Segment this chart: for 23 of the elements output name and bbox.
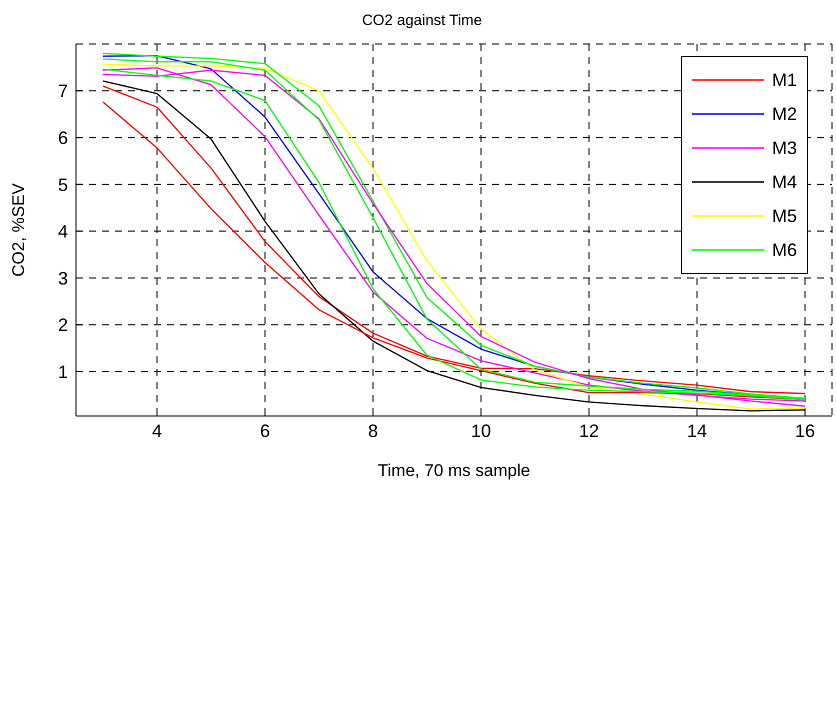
chart-title: CO2 against Time (360, 12, 484, 29)
y-tick-label: 6 (58, 128, 68, 148)
y-tick-label: 3 (58, 268, 68, 288)
legend-label: M4 (772, 172, 797, 192)
x-axis-title: Time, 70 ms sample (378, 461, 530, 480)
legend-label: M6 (772, 240, 797, 260)
legend-label: M1 (772, 70, 797, 90)
x-tick-label: 4 (152, 420, 162, 441)
legend-label: M3 (772, 138, 797, 158)
x-tick-label: 8 (368, 420, 378, 441)
y-tick-label: 7 (58, 81, 68, 102)
x-tick-label: 12 (578, 420, 600, 441)
x-tick-label: 16 (794, 420, 816, 441)
y-axis-title: CO2, %SEV (9, 182, 28, 277)
y-tick-label: 5 (58, 174, 68, 195)
legend-label: M5 (772, 206, 797, 226)
y-tick-label: 4 (58, 222, 68, 242)
x-tick-label: 6 (260, 420, 270, 441)
y-tick-label: 1 (58, 362, 68, 382)
legend-label: M2 (772, 104, 797, 124)
x-tick-label: 14 (686, 420, 708, 441)
y-tick-label: 2 (58, 315, 68, 336)
x-tick-label: 10 (470, 420, 492, 441)
